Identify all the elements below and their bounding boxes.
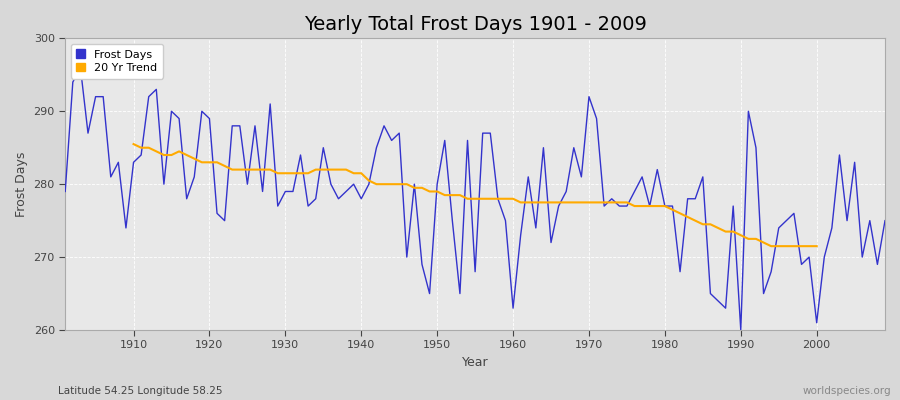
Text: Latitude 54.25 Longitude 58.25: Latitude 54.25 Longitude 58.25: [58, 386, 223, 396]
X-axis label: Year: Year: [462, 356, 489, 369]
Legend: Frost Days, 20 Yr Trend: Frost Days, 20 Yr Trend: [71, 44, 163, 78]
Text: worldspecies.org: worldspecies.org: [803, 386, 891, 396]
Y-axis label: Frost Days: Frost Days: [15, 152, 28, 217]
Title: Yearly Total Frost Days 1901 - 2009: Yearly Total Frost Days 1901 - 2009: [303, 15, 646, 34]
